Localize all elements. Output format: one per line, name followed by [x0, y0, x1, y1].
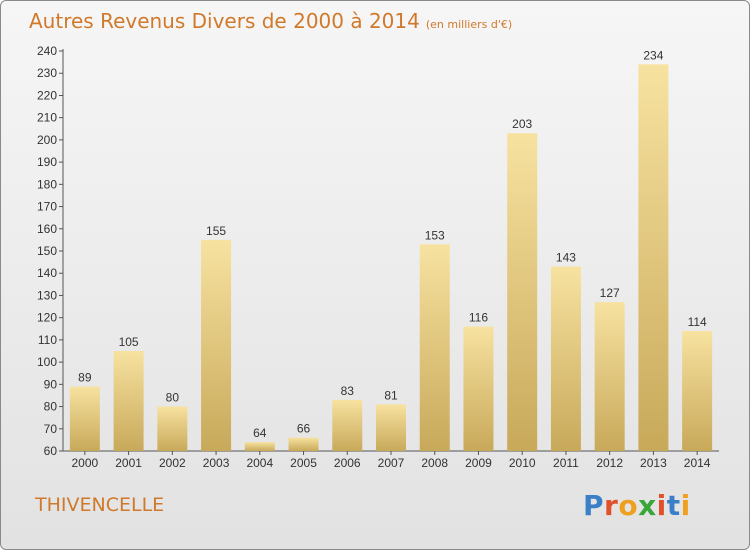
y-tick-label: 130: [37, 288, 57, 302]
x-tick-label: 2012: [596, 456, 623, 470]
chart-title: Autres Revenus Divers de 2000 à 2014 (en …: [29, 9, 512, 33]
y-tick-label: 110: [38, 333, 57, 347]
y-tick-label: 100: [37, 355, 57, 369]
y-tick-label: 160: [37, 222, 57, 236]
data-label: 89: [78, 371, 92, 385]
x-tick-label: 2000: [72, 456, 99, 470]
data-label: 83: [341, 384, 355, 398]
y-tick-label: 190: [37, 155, 57, 169]
brand-letter: t: [666, 489, 681, 522]
x-tick-label: 2009: [465, 456, 492, 470]
y-tick-label: 230: [37, 66, 57, 80]
data-label: 153: [425, 228, 445, 242]
bar: [69, 386, 100, 451]
x-tick-label: 2001: [115, 456, 142, 470]
bar: [376, 404, 406, 451]
data-label: 66: [297, 422, 311, 436]
bar: [419, 244, 450, 451]
y-tick-label: 150: [37, 244, 57, 258]
bars: [69, 64, 713, 452]
y-tick-label: 70: [44, 422, 58, 436]
data-label: 143: [556, 251, 576, 265]
chart-unit: (en milliers d'€): [425, 18, 513, 31]
x-tick-label: 2008: [421, 456, 448, 470]
bar: [113, 351, 144, 451]
y-tick-label: 180: [37, 177, 57, 191]
y-tick-label: 200: [37, 133, 57, 147]
bar: [594, 302, 625, 451]
y-tick-label: 60: [44, 444, 58, 458]
bar: [463, 326, 494, 451]
y-tick-label: 140: [37, 266, 57, 280]
y-tick-label: 220: [37, 88, 57, 102]
axes: 60 70 80 90 100 110 120 130 140 150 160 170 180 190 20…: [37, 44, 719, 470]
bar: [157, 406, 188, 451]
data-label: 234: [643, 48, 663, 62]
brand-letter: x: [638, 489, 657, 522]
brand-letter: P: [583, 489, 605, 522]
data-label: 114: [688, 315, 707, 329]
x-tick-label: 2013: [640, 456, 667, 470]
bar: [550, 266, 581, 451]
x-tick-label: 2006: [334, 456, 361, 470]
data-label: 81: [384, 388, 398, 402]
brand-letter: r: [604, 489, 619, 522]
data-label: 64: [253, 426, 267, 440]
data-label: 80: [166, 391, 180, 405]
bar: [201, 239, 232, 451]
brand-letter: o: [618, 489, 639, 522]
data-label: 155: [206, 224, 226, 238]
bar: [332, 399, 363, 451]
x-tick-label: 2005: [290, 456, 317, 470]
x-tick-label: 2003: [203, 456, 230, 470]
y-tick-label: 210: [37, 111, 57, 125]
x-tick-label: 2010: [509, 456, 536, 470]
bar: [244, 442, 275, 451]
chart-title-text: Autres Revenus Divers de 2000 à 2014: [29, 9, 420, 33]
y-tick-label: 170: [37, 200, 57, 214]
y-tick-label: 90: [44, 377, 58, 391]
data-labels: 89 105 80 155 64 66 83 81 153 116 203 143 127 234 114: [78, 48, 707, 440]
y-tick-label: 240: [37, 44, 57, 58]
bar: [638, 64, 669, 452]
brand-logo: Proxiti: [583, 489, 691, 522]
x-tick-label: 2011: [553, 456, 579, 470]
y-tick-label: 120: [37, 311, 57, 325]
bar: [288, 437, 319, 451]
brand-letter: i: [656, 489, 667, 522]
brand-letter: i: [680, 489, 691, 522]
data-label: 127: [600, 286, 620, 300]
x-tick-label: 2014: [684, 456, 711, 470]
data-label: 105: [119, 335, 139, 349]
bar: [507, 133, 538, 451]
bar: [682, 331, 713, 451]
y-tick-label: 80: [44, 400, 58, 414]
place-name: THIVENCELLE: [35, 494, 165, 516]
data-label: 203: [512, 117, 532, 131]
x-tick-label: 2002: [159, 456, 186, 470]
x-tick-label: 2004: [246, 456, 273, 470]
x-tick-label: 2007: [378, 456, 405, 470]
data-label: 116: [469, 311, 488, 325]
